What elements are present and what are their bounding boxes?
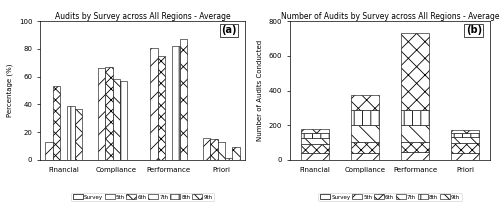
Bar (351, 110, 379, 125)
Bar (98, 68, 105, 160)
Bar (451, 137, 479, 143)
Title: Number of Audits by Survey across All Regions - Average: Number of Audits by Survey across All Re… (281, 12, 499, 20)
Text: (a): (a) (222, 25, 237, 35)
Bar (105, 67, 112, 160)
Title: Audits by Survey across All Regions - Average: Audits by Survey across All Regions - Av… (54, 12, 231, 20)
Bar (120, 81, 128, 160)
Bar (301, 133, 329, 138)
Bar (301, 153, 329, 160)
Bar (301, 138, 329, 144)
Bar (180, 39, 187, 160)
Bar (401, 125, 429, 142)
Bar (112, 79, 120, 160)
Bar (301, 144, 329, 153)
Bar (150, 47, 158, 160)
Y-axis label: Number of Audits Conducted: Number of Audits Conducted (258, 40, 264, 141)
Bar (351, 95, 379, 110)
Legend: Survey, 5th, 6th, 7th, 8th, 9th: Survey, 5th, 6th, 7th, 8th, 9th (318, 193, 462, 201)
Bar (203, 138, 210, 160)
Bar (401, 110, 429, 125)
Bar (74, 108, 82, 160)
Y-axis label: Percentage (%): Percentage (%) (7, 64, 14, 117)
Bar (451, 143, 479, 153)
Bar (351, 125, 379, 142)
Bar (172, 46, 180, 160)
Bar (451, 153, 479, 160)
Bar (401, 142, 429, 152)
Bar (46, 142, 52, 160)
Bar (232, 147, 239, 160)
Bar (401, 152, 429, 160)
Bar (301, 129, 329, 133)
Bar (158, 56, 165, 160)
Text: (b): (b) (466, 25, 482, 35)
Bar (225, 158, 232, 160)
Bar (451, 133, 479, 137)
Legend: Survey, 5th, 6th, 7th, 8th, 9th: Survey, 5th, 6th, 7th, 8th, 9th (71, 193, 214, 201)
Bar (68, 106, 74, 160)
Bar (351, 142, 379, 153)
Bar (218, 142, 225, 160)
Bar (451, 130, 479, 133)
Bar (401, 33, 429, 110)
Bar (52, 86, 60, 160)
Bar (351, 153, 379, 160)
Bar (210, 139, 218, 160)
